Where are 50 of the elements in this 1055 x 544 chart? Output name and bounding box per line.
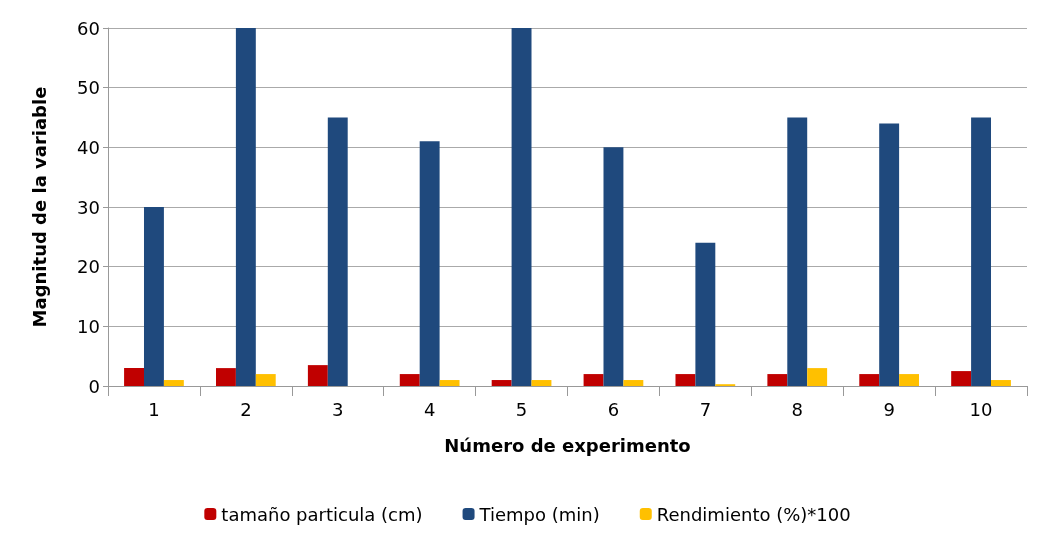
y-tick-label: 20	[77, 256, 100, 278]
legend-label: tamaño particula (cm)	[221, 503, 423, 525]
bar	[859, 374, 880, 386]
bar	[695, 242, 716, 386]
x-tick-label: 8	[791, 398, 803, 420]
y-tick-label: 30	[77, 196, 100, 218]
y-tick-label: 50	[77, 77, 100, 99]
y-tick-label: 40	[77, 136, 100, 158]
x-tick-label: 1	[148, 398, 160, 420]
x-tick-label: 7	[699, 398, 712, 420]
bar	[971, 117, 992, 386]
y-axis-title: Magnitud de la variable	[28, 86, 50, 328]
x-axis-title: Número de experimento	[444, 434, 691, 456]
bar	[143, 207, 164, 386]
bar	[124, 368, 144, 386]
x-tick-label: 9	[883, 398, 895, 420]
legend-label: Tiempo (min)	[478, 503, 600, 525]
bar	[991, 380, 1011, 386]
bar	[235, 28, 256, 386]
bar	[623, 380, 644, 386]
bar	[491, 380, 512, 386]
bar	[307, 365, 328, 386]
bar	[899, 374, 920, 386]
bar	[327, 117, 348, 386]
y-tick-label: 0	[88, 375, 100, 397]
x-tick-label: 5	[515, 398, 528, 420]
bar	[767, 374, 788, 386]
bar	[879, 123, 900, 386]
bar	[255, 374, 276, 386]
bar	[583, 374, 604, 386]
x-tick-label: 2	[240, 398, 252, 420]
legend-label: Rendimiento (%)*100	[656, 503, 851, 525]
bar	[807, 368, 828, 386]
y-tick-label: 60	[77, 17, 100, 39]
bar	[163, 380, 184, 386]
bar	[675, 374, 696, 386]
bar	[531, 380, 552, 386]
x-tick-label: 10	[969, 398, 993, 420]
bar	[399, 374, 420, 386]
bar	[951, 371, 972, 386]
x-tick-label: 3	[332, 398, 344, 420]
x-tick-label: 4	[423, 398, 436, 420]
y-tick-label: 10	[77, 315, 100, 337]
x-tick-label: 6	[607, 398, 620, 420]
bar	[603, 147, 624, 386]
bar	[511, 28, 532, 386]
bar	[419, 141, 440, 386]
bar	[215, 368, 236, 386]
bar	[787, 117, 808, 386]
bar	[439, 380, 460, 386]
